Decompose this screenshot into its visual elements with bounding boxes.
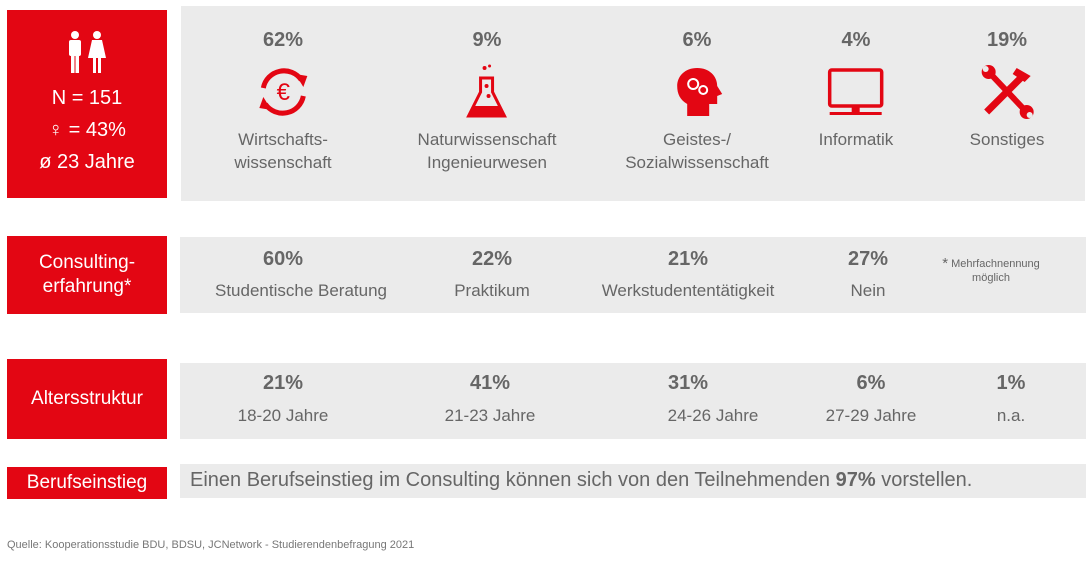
age-item: 6% 27-29 Jahre — [826, 372, 917, 427]
consulting-title-line1: Consulting- — [38, 252, 136, 273]
consulting-percent: 22% — [471, 248, 513, 270]
consulting-label: Studentische Beratung — [214, 281, 388, 300]
field-label-line2: wissenschaft — [234, 153, 332, 172]
consulting-item: 60% Studentische Beratung — [215, 248, 387, 302]
age-item: 41% 21-23 Jahre — [445, 372, 536, 427]
age-label: 24-26 Jahre — [667, 406, 759, 425]
age-item: 31% 24-26 Jahre — [668, 372, 759, 427]
career-text-after: vorstellen. — [875, 469, 973, 491]
field-label-line1: Sonstiges — [969, 130, 1045, 149]
consulting-item: 27% Nein — [848, 248, 888, 302]
consulting-percent: 60% — [262, 248, 304, 270]
multiple-answers-note: * Mehrfachnennung möglich — [942, 255, 1040, 285]
age-percent: 6% — [856, 372, 886, 394]
age-percent: 31% — [667, 372, 709, 394]
consulting-item: 21% Werkstudententätigkeit — [602, 248, 775, 302]
career-statement: Einen Berufseinstieg im Consulting könne… — [190, 469, 972, 492]
consulting-item: 22% Praktikum — [454, 248, 530, 302]
career-title-text: Berufseinstieg — [26, 472, 148, 493]
field-percent: 6% — [682, 29, 712, 51]
source-note: Quelle: Kooperationsstudie BDU, BDSU, JC… — [7, 539, 415, 551]
svg-text:€: € — [276, 79, 290, 106]
career-text-before: Einen Berufseinstieg im Consulting könne… — [190, 469, 836, 491]
field-label-line1: Informatik — [818, 130, 894, 149]
age-label: 27-29 Jahre — [825, 406, 917, 425]
head-gears-icon — [667, 62, 727, 122]
age-percent: 1% — [996, 372, 1026, 394]
field-percent: 62% — [262, 29, 304, 51]
people-icon — [69, 31, 106, 73]
age-label: 18-20 Jahre — [237, 406, 329, 425]
age-percent: 41% — [469, 372, 511, 394]
field-2: 6% Geistes-/ Sozialwissenschaft — [625, 29, 769, 174]
field-label-line2: Sozialwissenschaft — [625, 153, 769, 172]
tools-icon — [977, 62, 1037, 122]
field-percent: 4% — [841, 29, 871, 51]
age-label: 21-23 Jahre — [444, 406, 536, 425]
consulting-panel — [180, 237, 1086, 313]
age-item: 21% 18-20 Jahre — [238, 372, 329, 427]
field-3: 4% Informatik — [819, 29, 894, 151]
fields-panel — [181, 6, 1085, 201]
age-title: Altersstruktur — [7, 359, 167, 439]
note-line1: Mehrfachnennung — [951, 258, 1040, 270]
consulting-percent: 27% — [847, 248, 889, 270]
consulting-label: Nein — [850, 281, 886, 300]
flask-icon — [457, 62, 517, 122]
consulting-title: Consulting- erfahrung* — [7, 236, 167, 314]
female-share: ♀ = 43% — [48, 119, 126, 141]
note-star: * — [942, 255, 949, 272]
consulting-percent: 21% — [667, 248, 709, 270]
field-4: 19% Sonstiges — [970, 29, 1045, 151]
monitor-icon — [826, 62, 886, 122]
field-0: 62% € Wirtschafts- wissenschaft — [234, 29, 331, 174]
consulting-label: Praktikum — [454, 281, 530, 300]
field-label-line1: Wirtschafts- — [238, 130, 328, 149]
age-item: 1% n.a. — [997, 372, 1026, 427]
sample-box: N = 151 ♀ = 43% ø 23 Jahre — [7, 10, 167, 198]
consulting-label: Werkstudententätigkeit — [601, 281, 775, 300]
career-title: Berufseinstieg — [7, 467, 167, 499]
field-label-line2: Ingenieurwesen — [426, 153, 548, 172]
field-1: 9% Naturwissenschaft Ingenieurwesen — [418, 29, 557, 174]
consulting-title-line2: erfahrung* — [42, 276, 132, 297]
age-title-text: Altersstruktur — [31, 388, 143, 409]
career-value: 97% — [835, 469, 876, 491]
field-percent: 9% — [472, 29, 502, 51]
field-label-line1: Geistes-/ — [662, 130, 732, 149]
sample-size: N = 151 — [51, 87, 123, 109]
euro-cycle-icon: € — [253, 62, 313, 122]
field-label-line1: Naturwissenschaft — [417, 130, 557, 149]
average-age: ø 23 Jahre — [39, 151, 135, 173]
age-panel — [180, 363, 1086, 439]
career-panel — [180, 464, 1086, 498]
field-percent: 19% — [986, 29, 1028, 51]
age-percent: 21% — [262, 372, 304, 394]
age-label: n.a. — [996, 406, 1026, 425]
note-line2: möglich — [972, 272, 1010, 284]
